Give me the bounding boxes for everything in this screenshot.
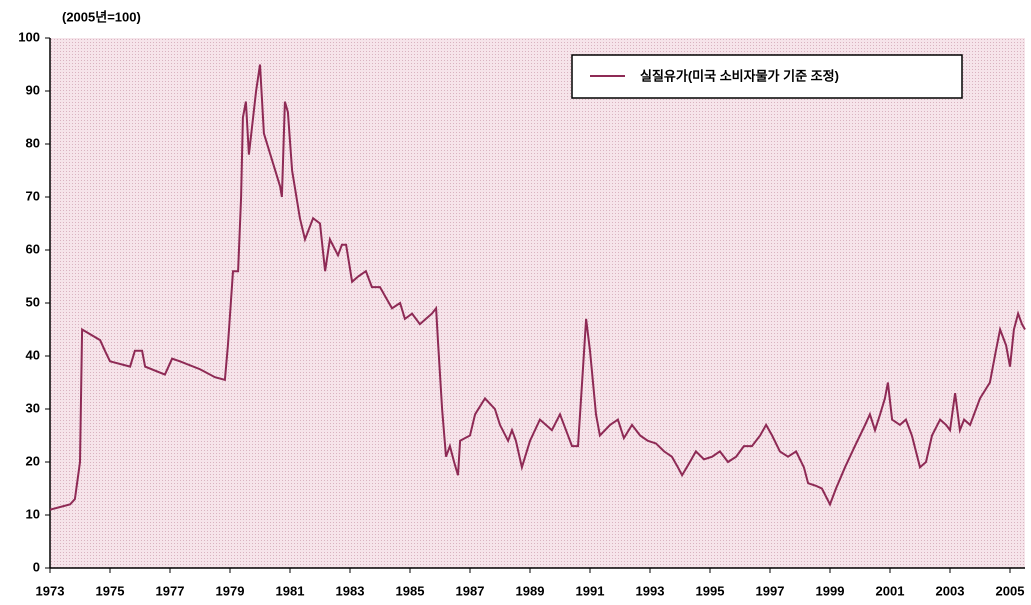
legend-label: 실질유가(미국 소비자물가 기준 조정) — [640, 68, 839, 83]
x-tick-label: 2001 — [876, 583, 905, 598]
y-tick-label: 80 — [26, 135, 40, 150]
x-tick-label: 1977 — [156, 583, 185, 598]
x-tick-label: 1979 — [216, 583, 245, 598]
y-tick-label: 50 — [26, 294, 40, 309]
x-tick-label: 1973 — [36, 583, 65, 598]
y-tick-label: 60 — [26, 241, 40, 256]
x-tick-label: 1987 — [456, 583, 485, 598]
x-tick-label: 1985 — [396, 583, 425, 598]
x-tick-label: 1999 — [816, 583, 845, 598]
y-tick-label: 70 — [26, 188, 40, 203]
y-tick-label: 90 — [26, 82, 40, 97]
y-tick-label: 10 — [26, 506, 40, 521]
x-tick-label: 1993 — [636, 583, 665, 598]
x-tick-label: 2003 — [936, 583, 965, 598]
plot-area — [50, 38, 1025, 568]
y-tick-label: 20 — [26, 453, 40, 468]
y-tick-label: 0 — [33, 559, 40, 574]
x-tick-label: 2005 — [996, 583, 1025, 598]
x-tick-label: 1975 — [96, 583, 125, 598]
axis-title: (2005년=100) — [62, 9, 141, 24]
legend-box — [571, 54, 963, 99]
x-tick-label: 1997 — [756, 583, 785, 598]
x-tick-label: 1991 — [576, 583, 605, 598]
x-tick-label: 1989 — [516, 583, 545, 598]
x-tick-label: 1983 — [336, 583, 365, 598]
y-tick-label: 100 — [18, 29, 40, 44]
x-tick-label: 1995 — [696, 583, 725, 598]
data-line — [49, 64, 1026, 511]
y-tick-label: 40 — [26, 347, 40, 362]
x-tick-label: 1981 — [276, 583, 305, 598]
y-tick-label: 30 — [26, 400, 40, 415]
